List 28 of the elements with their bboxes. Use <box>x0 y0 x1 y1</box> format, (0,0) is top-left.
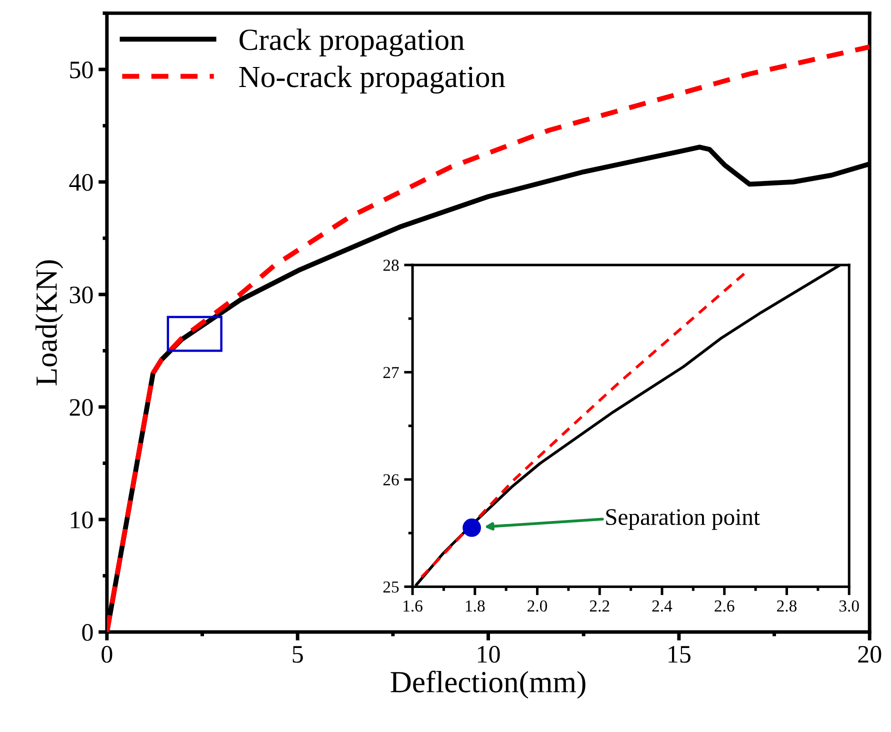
y-axis-title: Load(KN) <box>35 260 64 386</box>
y-tick-label: 26 <box>383 474 399 486</box>
x-tick-label: 20 <box>858 646 882 663</box>
y-tick-label: 20 <box>70 399 93 416</box>
legend-label: Crack propagation <box>240 28 464 56</box>
legend-label: No-crack propagation <box>239 66 506 94</box>
y-tick-label: 27 <box>383 366 399 378</box>
x-tick-label: 2.2 <box>590 600 610 612</box>
y-tick-label: 25 <box>383 581 399 593</box>
x-tick-label: 2.4 <box>652 600 672 612</box>
x-tick-label: 0 <box>102 646 112 663</box>
x-tick-label: 2.8 <box>777 600 797 612</box>
x-axis-title: Deflection(mm) <box>390 670 586 699</box>
x-tick-label: 2.0 <box>528 600 548 612</box>
y-tick-label: 50 <box>70 61 93 78</box>
y-tick-label: 28 <box>383 260 399 271</box>
x-tick-label: 5 <box>292 646 303 663</box>
y-tick-label: 30 <box>70 286 93 304</box>
x-tick-label: 1.6 <box>404 600 422 612</box>
x-tick-label: 1.8 <box>466 600 485 612</box>
y-tick-label: 10 <box>70 512 93 528</box>
y-tick-label: 0 <box>82 624 93 641</box>
x-tick-label: 15 <box>668 646 690 663</box>
x-tick-label: 10 <box>478 646 500 663</box>
x-tick-label: 2.6 <box>714 600 734 612</box>
annotation: Separation point <box>606 509 760 530</box>
y-tick-label: 40 <box>69 174 93 191</box>
x-tick-label: 3.0 <box>840 600 859 612</box>
